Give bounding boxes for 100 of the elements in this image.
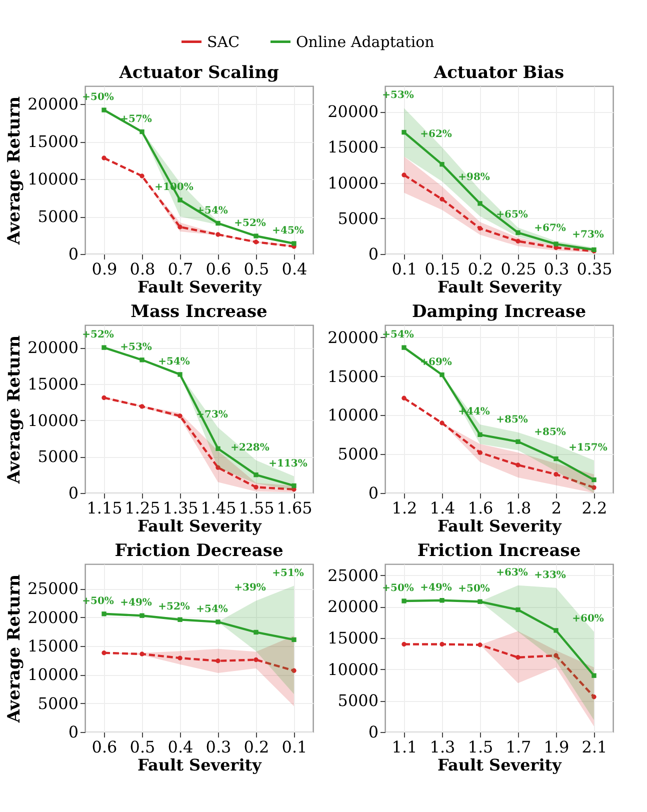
point (178, 372, 182, 377)
point (402, 345, 406, 350)
x-tick-label: 0.5 (244, 260, 270, 278)
annotation: +228% (230, 442, 270, 454)
point (592, 673, 596, 678)
chart-title: Actuator Bias (432, 63, 564, 83)
point (402, 642, 406, 647)
point (402, 172, 406, 178)
y-tick-label: 5000 (38, 447, 78, 466)
annotation: +54% (382, 330, 414, 341)
annotation: +33% (534, 570, 566, 581)
point (178, 414, 182, 418)
x-tick-label: 0.8 (130, 260, 156, 278)
x-tick-label: 0.9 (92, 260, 118, 278)
annotation: +39% (234, 582, 266, 594)
y-tick-label: 25000 (28, 579, 78, 598)
x-tick-label: 0.1 (392, 260, 418, 278)
annotation: +49% (120, 598, 152, 609)
y-tick-label: 5000 (338, 208, 378, 228)
y-tick-label: 20000 (328, 597, 378, 616)
x-tick-label: 0.1 (282, 738, 308, 756)
y-tick-label: 20000 (28, 608, 78, 627)
point (178, 224, 182, 230)
y-tick-label: 15000 (328, 366, 378, 386)
y-tick-label: 15000 (28, 636, 78, 656)
x-tick-label: 1.65 (276, 498, 312, 518)
annotation: +50% (82, 92, 114, 103)
point (254, 240, 258, 244)
point (216, 220, 220, 226)
point (292, 637, 296, 642)
point (254, 484, 258, 490)
point (216, 620, 220, 624)
x-tick-label: 1.8 (506, 498, 532, 518)
point (216, 658, 220, 664)
y-tick-label: 15000 (328, 628, 378, 648)
annotation: +65% (496, 210, 528, 221)
annotation: +85% (496, 414, 528, 426)
x-axis-title: Fault Severity (438, 278, 562, 296)
point (292, 483, 296, 488)
x-tick-label: 0.4 (282, 260, 308, 278)
x-tick-label: 1.15 (86, 498, 122, 518)
y-tick-label: 5000 (38, 207, 78, 226)
x-tick-label: 0.2 (468, 260, 494, 278)
annotation: +73% (572, 230, 604, 241)
x-tick-label: 1.1 (392, 738, 418, 756)
annotation: +54% (158, 356, 190, 368)
y-tick-label: 0 (368, 244, 378, 264)
annotation: +53% (120, 342, 152, 353)
point (440, 372, 444, 378)
annotation: +50% (382, 582, 414, 594)
y-tick-label: 20000 (328, 102, 378, 122)
point (216, 465, 220, 470)
point (102, 650, 106, 656)
point (254, 472, 258, 478)
x-tick-label: 0.35 (576, 260, 612, 278)
point (516, 238, 520, 244)
point (254, 630, 258, 635)
point (402, 598, 406, 604)
point (140, 613, 144, 618)
point (178, 198, 182, 202)
y-tick-label: 15000 (28, 374, 78, 394)
y-tick-label: 10000 (28, 170, 78, 188)
point (102, 345, 106, 350)
y-tick-label: 10000 (328, 406, 378, 425)
y-tick-label: 15000 (328, 138, 378, 157)
y-axis-title: Average Return (4, 335, 25, 485)
annotation: +113% (268, 458, 308, 470)
point (440, 420, 444, 426)
point (402, 130, 406, 135)
x-tick-label: 1.9 (544, 738, 570, 756)
annotation: +49% (420, 582, 452, 594)
annotation: +50% (82, 596, 114, 607)
annotation: +85% (534, 426, 566, 438)
point (102, 108, 106, 112)
y-tick-label: 5000 (338, 691, 378, 710)
annotation: +98% (458, 172, 490, 183)
y-tick-label: 0 (68, 244, 78, 264)
x-tick-label: 2 (551, 498, 562, 518)
point (102, 395, 106, 400)
x-tick-label: 0.5 (130, 738, 156, 756)
x-tick-label: 1.7 (506, 738, 532, 756)
point (140, 174, 144, 178)
point (516, 439, 520, 444)
point (216, 446, 220, 451)
y-tick-label: 10000 (328, 173, 378, 192)
x-axis-title: Fault Severity (438, 516, 562, 536)
annotation: +60% (572, 614, 604, 625)
y-tick-label: 15000 (28, 132, 78, 151)
y-tick-label: 0 (68, 484, 78, 502)
point (440, 642, 444, 647)
annotation: +62% (420, 129, 452, 140)
annotation: +52% (234, 218, 266, 229)
x-tick-label: 0.15 (424, 260, 460, 278)
point (516, 607, 520, 612)
x-tick-label: 0.2 (244, 738, 270, 756)
y-tick-label: 5000 (338, 444, 378, 464)
point (140, 358, 144, 362)
annotation: +52% (158, 602, 190, 613)
y-tick-label: 10000 (328, 660, 378, 679)
point (478, 599, 482, 604)
